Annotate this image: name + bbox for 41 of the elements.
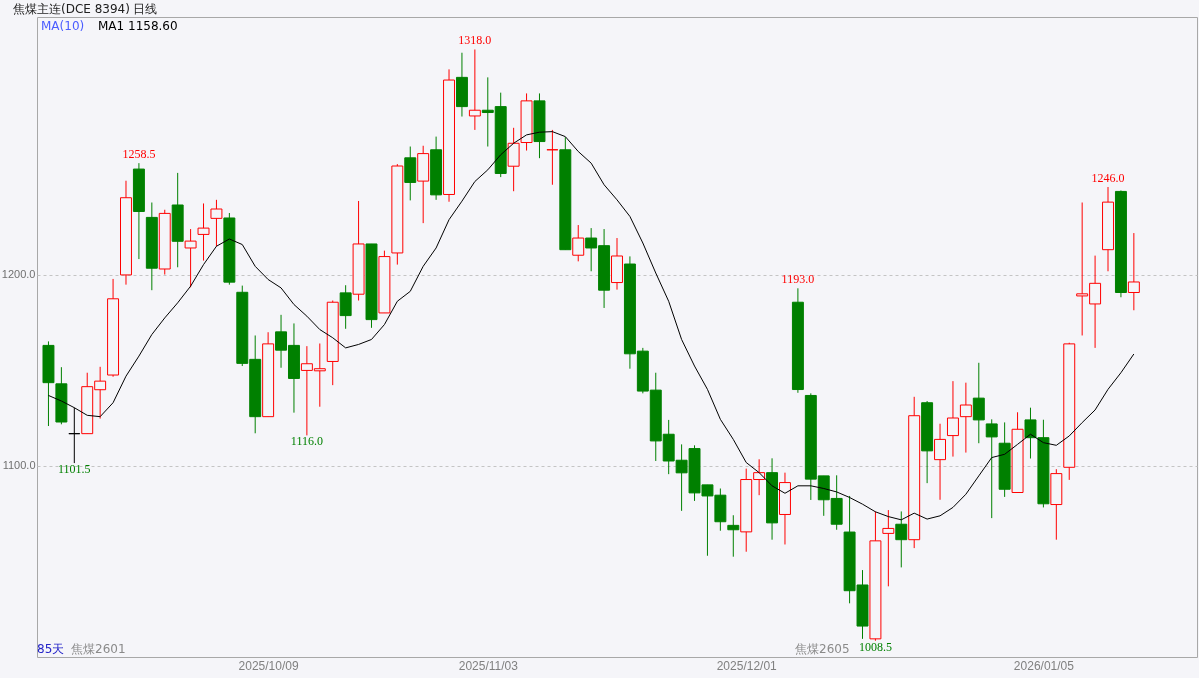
candlestick bbox=[339, 284, 352, 330]
annotation: 1101.5 bbox=[58, 462, 91, 477]
annotation: 1158.60 bbox=[128, 19, 178, 33]
candlestick bbox=[197, 202, 210, 262]
candlestick bbox=[895, 510, 908, 568]
candlestick bbox=[184, 228, 197, 288]
x-tick-label: 2026/01/05 bbox=[1013, 658, 1075, 673]
candlestick bbox=[727, 514, 740, 558]
candlestick bbox=[882, 509, 895, 587]
chart-title: 焦煤主连(DCE 8394) bbox=[13, 2, 130, 16]
candlestick bbox=[68, 407, 81, 464]
annotation: 焦煤2601 bbox=[71, 642, 126, 656]
candlestick bbox=[572, 224, 585, 262]
y-tick-label: 1200.0 bbox=[1, 268, 36, 281]
candlestick bbox=[946, 380, 959, 458]
annotation: 1116.0 bbox=[290, 434, 323, 449]
x-tick-label: 2025/12/01 bbox=[716, 658, 778, 673]
x-tick-label: 2025/10/09 bbox=[238, 658, 299, 673]
candlestick bbox=[934, 423, 947, 501]
chart-subtitle: 日线 bbox=[133, 2, 157, 16]
x-tick-label: 2025/11/03 bbox=[458, 658, 519, 673]
candlestick bbox=[1127, 232, 1140, 311]
annotation: 1258.5 bbox=[122, 147, 156, 162]
y-tick-label: 1100.0 bbox=[2, 459, 36, 472]
annotation: 1246.0 bbox=[1091, 171, 1125, 186]
annotation: 85天 bbox=[37, 642, 65, 656]
annotation: 1318.0 bbox=[458, 33, 492, 48]
candlestick bbox=[959, 382, 972, 454]
line-series bbox=[47, 131, 1135, 521]
text: MA1 bbox=[98, 19, 125, 33]
annotation: 1193.0 bbox=[781, 272, 815, 287]
annotation: 1008.5 bbox=[858, 639, 892, 654]
candlestick bbox=[972, 362, 985, 444]
legend-title: MA(10) bbox=[41, 19, 85, 33]
candlestick bbox=[1024, 407, 1037, 459]
annotation: 焦煤2605 bbox=[795, 642, 850, 656]
candlestick bbox=[985, 418, 998, 519]
candlestick bbox=[507, 127, 520, 192]
candlestick bbox=[468, 48, 481, 131]
candlestick bbox=[546, 129, 559, 186]
candlestick bbox=[210, 199, 223, 247]
